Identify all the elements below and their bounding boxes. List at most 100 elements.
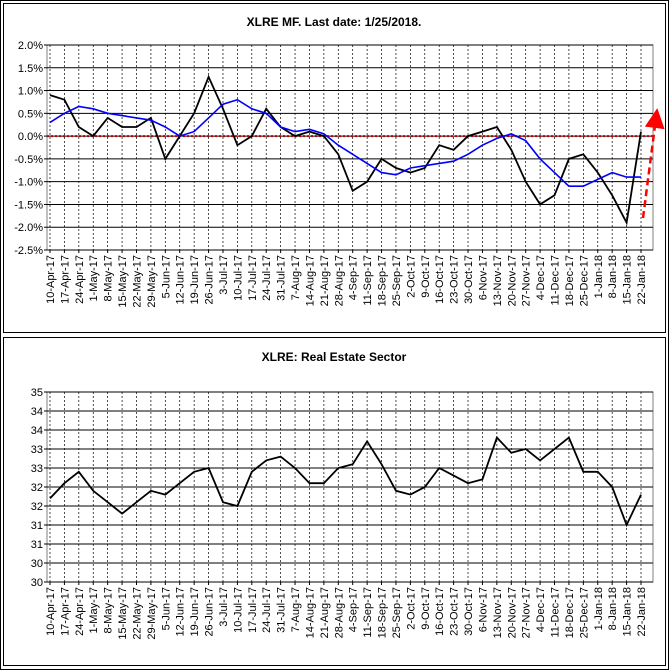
x-tick-label: 15-Jan-18 (622, 587, 634, 637)
y-tick-label: -0.5% (14, 154, 43, 166)
x-tick-label: 17-Apr-17 (59, 255, 71, 304)
x-tick-label: 21-Aug-17 (319, 255, 331, 306)
x-tick-label: 9-Oct-17 (420, 587, 432, 630)
x-tick-label: 1-May-17 (88, 255, 100, 301)
x-tick-label: 27-Nov-17 (521, 587, 533, 638)
x-tick-label: 29-May-17 (146, 255, 158, 308)
y-tick-label: 34 (31, 425, 43, 437)
x-tick-label: 3-Jul-17 (218, 587, 230, 627)
y-tick-label: 32 (31, 501, 43, 513)
x-tick-label: 9-Oct-17 (420, 255, 432, 298)
x-tick-label: 25-Dec-17 (578, 587, 590, 638)
x-tick-label: 15-Jan-18 (622, 255, 634, 305)
y-tick-label: 30 (31, 558, 43, 570)
y-tick-label: 34 (31, 406, 43, 418)
x-tick-label: 24-Jul-17 (261, 587, 273, 633)
y-tick-label: 0.5% (18, 108, 43, 120)
x-tick-label: 16-Oct-17 (434, 255, 446, 304)
y-tick-label: -2.0% (14, 222, 43, 234)
y-tick-label: -1.0% (14, 177, 43, 189)
x-tick-label: 21-Aug-17 (319, 587, 331, 638)
x-tick-label: 1-May-17 (88, 587, 100, 633)
x-tick-label: 10-Jul-17 (232, 587, 244, 633)
y-tick-label: -2.5% (14, 245, 43, 257)
x-tick-label: 11-Dec-17 (550, 255, 562, 306)
y-tick-label: 1.5% (18, 63, 43, 75)
x-tick-label: 10-Apr-17 (45, 255, 57, 304)
x-tick-label: 5-Jun-17 (160, 255, 172, 298)
x-tick-label: 20-Nov-17 (506, 587, 518, 638)
x-tick-label: 18-Sep-17 (377, 587, 389, 638)
x-tick-label: 29-May-17 (146, 587, 158, 640)
annotation-arrow (641, 108, 665, 219)
y-tick-label: 31 (31, 520, 43, 532)
x-tick-label: 6-Nov-17 (477, 587, 489, 632)
x-tick-label: 25-Sep-17 (391, 255, 403, 306)
x-tick-label: 17-Apr-17 (59, 587, 71, 636)
chart-title: XLRE: Real Estate Sector (262, 350, 407, 364)
x-tick-label: 11-Sep-17 (362, 255, 374, 306)
x-tick-label: 17-Jul-17 (247, 587, 259, 633)
x-tick-label: 8-Jan-18 (607, 587, 619, 630)
x-tick-label: 27-Nov-17 (521, 255, 533, 306)
x-tick-label: 16-Oct-17 (434, 587, 446, 636)
x-tick-label: 5-Jun-17 (160, 587, 172, 630)
x-tick-label: 24-Apr-17 (74, 587, 86, 636)
x-tick-label: 7-Aug-17 (290, 255, 302, 300)
x-tick-label: 1-Jan-18 (593, 587, 605, 630)
x-tick-label: 22-Jan-18 (636, 587, 648, 637)
x-tick-label: 26-Jun-17 (204, 587, 216, 637)
y-tick-label: 1.0% (18, 86, 43, 98)
y-tick-label: 0.0% (18, 131, 43, 143)
x-tick-label: 19-Jun-17 (189, 587, 201, 637)
y-tick-label: 33 (31, 463, 43, 475)
x-tick-label: 31-Jul-17 (276, 587, 288, 633)
x-tick-label: 12-Jun-17 (175, 587, 187, 637)
x-tick-label: 10-Apr-17 (45, 587, 57, 636)
x-tick-label: 8-Jan-18 (607, 255, 619, 298)
x-tick-label: 15-May-17 (117, 587, 129, 640)
x-tick-label: 17-Jul-17 (247, 255, 259, 301)
x-tick-label: 28-Aug-17 (333, 587, 345, 638)
data-line (49, 98, 641, 187)
x-tick-label: 18-Dec-17 (564, 587, 576, 638)
x-tick-label: 25-Dec-17 (578, 255, 590, 306)
x-tick-label: 11-Dec-17 (550, 587, 562, 638)
x-tick-label: 11-Sep-17 (362, 587, 374, 638)
y-tick-label: -1.5% (14, 199, 43, 211)
data-line (49, 435, 642, 528)
x-tick-label: 2-Oct-17 (405, 255, 417, 298)
x-tick-label: 4-Dec-17 (535, 587, 547, 632)
x-tick-label: 23-Oct-17 (449, 255, 461, 304)
x-tick-label: 12-Jun-17 (175, 255, 187, 305)
x-tick-label: 28-Aug-17 (333, 255, 345, 306)
x-tick-label: 22-May-17 (131, 255, 143, 308)
x-tick-label: 18-Dec-17 (564, 255, 576, 306)
x-tick-label: 6-Nov-17 (477, 255, 489, 300)
x-tick-label: 25-Sep-17 (391, 587, 403, 638)
x-tick-label: 26-Jun-17 (204, 255, 216, 305)
x-tick-label: 18-Sep-17 (377, 255, 389, 306)
y-tick-label: 32 (31, 482, 43, 494)
x-tick-label: 13-Nov-17 (492, 255, 504, 306)
y-tick-label: 35 (31, 387, 43, 399)
x-tick-label: 8-May-17 (103, 255, 115, 301)
chart-title: XLRE MF. Last date: 1/25/2018. (247, 15, 422, 29)
x-tick-label: 24-Apr-17 (74, 255, 86, 304)
x-tick-label: 19-Jun-17 (189, 255, 201, 305)
x-tick-label: 4-Dec-17 (535, 255, 547, 300)
x-tick-label: 7-Aug-17 (290, 587, 302, 632)
x-tick-label: 30-Oct-17 (463, 255, 475, 304)
x-tick-label: 4-Sep-17 (348, 587, 360, 632)
x-tick-label: 2-Oct-17 (405, 587, 417, 630)
y-tick-label: 31 (31, 539, 43, 551)
x-tick-label: 31-Jul-17 (276, 255, 288, 301)
x-tick-label: 23-Oct-17 (449, 587, 461, 636)
x-tick-label: 22-Jan-18 (636, 255, 648, 305)
x-tick-label: 24-Jul-17 (261, 255, 273, 301)
plot-area (46, 44, 654, 251)
x-tick-label: 20-Nov-17 (506, 255, 518, 306)
x-tick-label: 30-Oct-17 (463, 587, 475, 636)
x-tick-label: 10-Jul-17 (232, 255, 244, 301)
